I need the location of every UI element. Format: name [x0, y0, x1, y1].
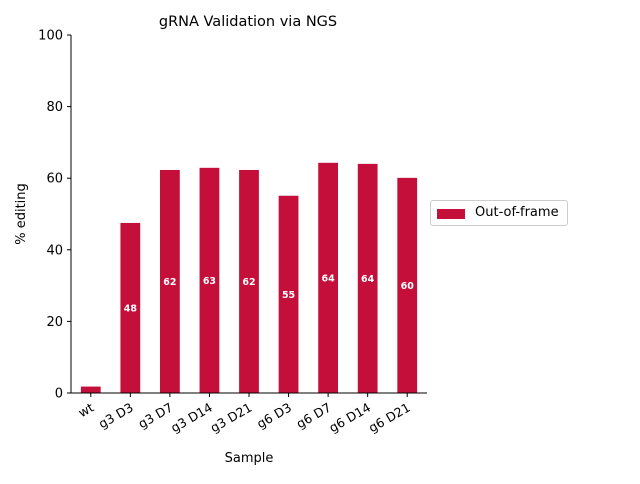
legend-swatch-out-of-frame — [437, 209, 465, 219]
x-tick-label: g3 D14 — [168, 400, 215, 436]
bar-value-label: 62 — [163, 277, 176, 288]
bar-value-label: 48 — [124, 303, 138, 314]
x-tick-label: g6 D21 — [366, 400, 413, 436]
y-ticks-group: 0 20 40 60 80 100 — [38, 29, 71, 402]
x-tick-label: g3 D3 — [96, 400, 136, 432]
bar-value-label: 55 — [282, 290, 295, 301]
chart-title: gRNA Validation via NGS — [159, 14, 337, 30]
x-tick-label: g6 D14 — [326, 400, 373, 436]
x-tick-label: g3 D21 — [208, 400, 255, 436]
x-tick-label: g6 D3 — [254, 400, 294, 432]
bar-value-label: 64 — [361, 274, 375, 285]
x-tick-label: g6 D7 — [294, 400, 334, 432]
y-tick-label: 60 — [46, 172, 63, 187]
bar-g3-d21 — [239, 169, 259, 393]
bar-value-label: 63 — [203, 276, 216, 287]
bar-value-label: 60 — [401, 281, 415, 292]
bar-g6-d3 — [278, 195, 299, 393]
x-tick-label: wt — [76, 400, 97, 421]
bar-g6-d21 — [397, 177, 418, 393]
bar-value-label: 64 — [321, 273, 335, 284]
y-tick-label: 0 — [55, 387, 63, 402]
bar-g6-d14 — [357, 163, 378, 393]
legend: Out-of-frame — [430, 200, 568, 226]
bar-g3-d14 — [199, 167, 220, 393]
y-tick-label: 20 — [46, 315, 63, 330]
bar-g6-d7 — [318, 162, 338, 393]
bar-labels-group: 48 62 63 62 55 64 64 60 — [124, 273, 414, 314]
y-tick-label: 40 — [46, 243, 63, 258]
x-tick-label: g3 D7 — [135, 400, 175, 432]
bar-wt — [80, 386, 101, 393]
bars-group — [80, 162, 418, 393]
y-axis-label: % editing — [14, 183, 29, 245]
y-tick-label: 80 — [46, 100, 63, 115]
bar-g3-d3 — [120, 222, 141, 393]
x-axis-label: Sample — [225, 451, 274, 466]
bar-g3-d7 — [160, 169, 180, 393]
bar-value-label: 62 — [242, 277, 255, 288]
y-tick-label: 100 — [38, 29, 63, 44]
legend-label-out-of-frame: Out-of-frame — [475, 205, 559, 220]
